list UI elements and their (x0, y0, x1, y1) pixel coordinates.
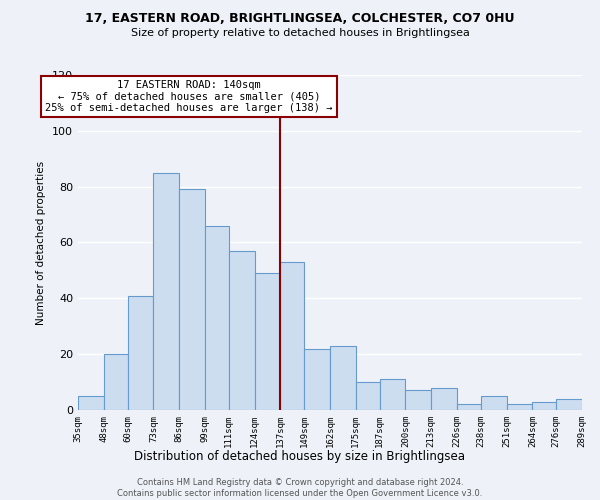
Bar (104, 354, 128, 410)
Bar (457, 404, 481, 410)
Text: 17, EASTERN ROAD, BRIGHTLINGSEA, COLCHESTER, CO7 0HU: 17, EASTERN ROAD, BRIGHTLINGSEA, COLCHES… (85, 12, 515, 26)
Bar (205, 226, 229, 410)
Bar (304, 348, 330, 410)
Bar (481, 396, 506, 410)
Bar (179, 190, 205, 410)
Bar (154, 172, 179, 410)
Bar (506, 404, 532, 410)
Bar (128, 296, 154, 410)
Bar (330, 346, 356, 410)
Bar (78, 396, 104, 410)
Bar (229, 251, 254, 410)
Y-axis label: Number of detached properties: Number of detached properties (37, 160, 46, 324)
Text: Contains HM Land Registry data © Crown copyright and database right 2024.
Contai: Contains HM Land Registry data © Crown c… (118, 478, 482, 498)
Bar (556, 399, 582, 410)
Bar (431, 388, 457, 410)
Text: 17 EASTERN ROAD: 140sqm
← 75% of detached houses are smaller (405)
25% of semi-d: 17 EASTERN ROAD: 140sqm ← 75% of detache… (45, 80, 332, 113)
Bar (406, 390, 431, 410)
Bar (532, 402, 556, 410)
Text: Size of property relative to detached houses in Brightlingsea: Size of property relative to detached ho… (131, 28, 469, 38)
Bar (356, 382, 380, 410)
Text: Distribution of detached houses by size in Brightlingsea: Distribution of detached houses by size … (134, 450, 466, 463)
Bar (380, 380, 406, 410)
Bar (254, 273, 280, 410)
Bar (280, 262, 304, 410)
